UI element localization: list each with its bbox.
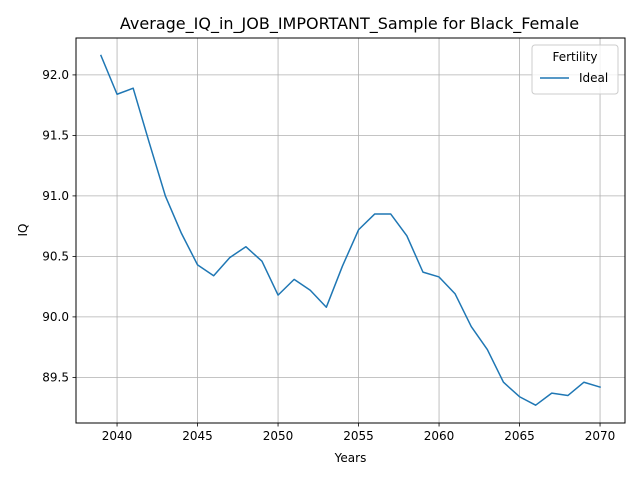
x-tick-label: 2045: [182, 429, 213, 443]
y-tick-label: 90.5: [42, 249, 69, 263]
y-tick-label: 91.5: [42, 128, 69, 142]
x-tick-label: 2040: [102, 429, 133, 443]
x-axis-ticks: 2040 2045 2050 2055 2060 2065 2070: [102, 423, 616, 443]
legend-title: Fertility: [552, 50, 597, 64]
legend-box: [531, 44, 619, 95]
series-layer: [99, 54, 601, 406]
x-axis-label: Years: [334, 451, 367, 465]
series-line-ideal: [99, 54, 601, 406]
x-tick-label: 2060: [424, 429, 455, 443]
x-tick-label: 2065: [504, 429, 535, 443]
plot-frame: [75, 37, 626, 424]
grid-lines: [76, 38, 625, 423]
y-axis-label: IQ: [16, 224, 30, 237]
x-tick-label: 2050: [263, 429, 294, 443]
y-tick-label: 90.0: [42, 310, 69, 324]
x-tick-label: 2070: [585, 429, 616, 443]
y-tick-label: 91.0: [42, 189, 69, 203]
y-tick-label: 92.0: [42, 68, 69, 82]
y-axis-ticks: 89.5 90.0 90.5 91.0 91.5 92.0: [42, 68, 76, 384]
y-tick-label: 89.5: [42, 370, 69, 384]
chart-title: Average_IQ_in_JOB_IMPORTANT_Sample for B…: [120, 14, 579, 34]
legend-label-ideal: Ideal: [579, 71, 608, 85]
x-tick-label: 2055: [343, 429, 374, 443]
legend: Fertility Ideal: [531, 44, 619, 95]
